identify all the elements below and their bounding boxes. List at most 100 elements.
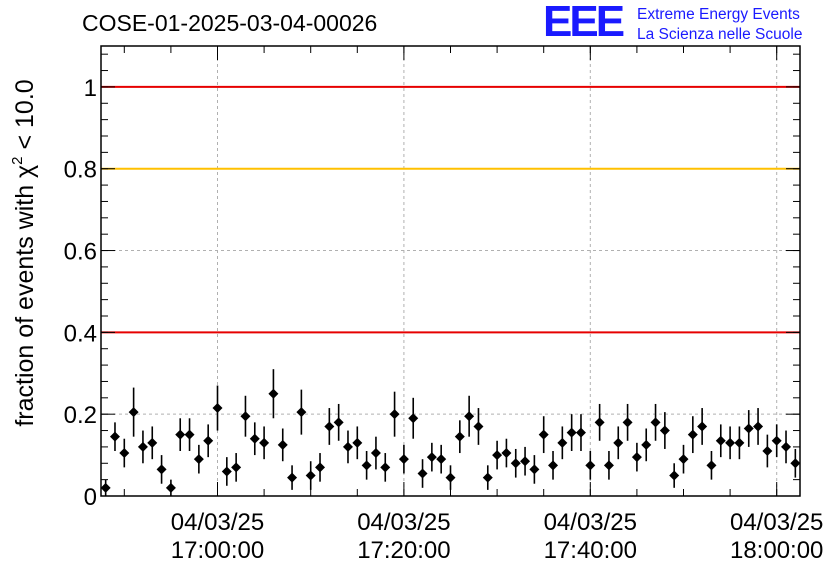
data-point [687,429,698,440]
data-point [715,435,726,446]
data-point [464,411,475,422]
data-point [501,448,512,459]
data-point [538,429,549,440]
x-tick-time-label: 17:00:00 [171,537,264,564]
data-point [315,462,326,473]
data-point [240,411,251,422]
x-tick-date-label: 04/03/25 [730,509,823,536]
data-point [361,460,372,471]
data-point [165,482,176,493]
data-point [454,431,465,442]
data-point [221,466,232,477]
data-point [249,433,260,444]
y-tick-label: 0.6 [64,239,97,266]
y-axis-label-tail: < 10.0 [11,79,39,156]
data-point [100,482,111,493]
data-point [175,429,186,440]
data-point [370,448,381,459]
data-point [408,413,419,424]
data-point [669,470,680,481]
data-point [119,448,130,459]
data-point [426,452,437,463]
x-tick-time-label: 17:20:00 [357,537,450,564]
data-point [324,421,335,432]
data-point [436,454,447,465]
plot-frame [100,45,801,497]
data-point [557,437,568,448]
y-tick-label: 0 [84,484,97,511]
axis-ticks [101,46,800,497]
data-point [492,450,503,461]
data-point [548,460,559,471]
data-point [575,427,586,438]
data-point [212,403,223,414]
data-point [482,472,493,483]
eee-logo-mark: EEE [543,0,625,46]
data-point [352,437,363,448]
data-point [650,417,661,428]
data-point [613,437,624,448]
data-point [734,437,745,448]
data-point [277,439,288,450]
data-point [305,470,316,481]
data-points [100,369,801,496]
data-point [296,407,307,418]
data-point [520,456,531,467]
data-point [156,464,167,475]
data-point [641,439,652,450]
y-axis-label: fraction of events with χ2 < 10.0 [9,79,39,426]
data-point [417,468,428,479]
data-point [585,460,596,471]
data-point [147,437,158,448]
y-tick-label: 0.4 [64,320,97,347]
data-point [380,462,391,473]
axis-labels: 00.20.40.60.8104/03/2517:00:0004/03/2517… [64,75,824,564]
data-point [603,460,614,471]
data-point [473,421,484,432]
data-point [128,407,139,418]
data-point [342,441,353,452]
data-point [762,446,773,456]
data-point [231,462,242,473]
data-point [445,472,456,483]
data-point [566,427,577,438]
reference-lines [101,85,800,334]
data-point [725,437,736,448]
data-point [389,409,400,420]
data-point [184,429,195,440]
x-tick-time-label: 17:40:00 [544,537,637,564]
grid-layer [101,46,800,496]
data-point [706,460,717,471]
y-tick-label: 0.2 [64,402,97,429]
data-point [753,421,764,432]
data-point [510,458,521,469]
data-point [771,435,782,446]
x-tick-date-label: 04/03/25 [544,509,637,536]
logo-line-2: La Scienza nelle Scuole [637,26,803,43]
data-point [594,417,605,428]
data-point [259,437,270,448]
data-point [268,388,279,399]
chart-title: COSE-01-2025-03-04-00026 [82,10,378,36]
x-tick-date-label: 04/03/25 [171,509,264,536]
data-point [137,441,148,452]
logo-line-1: Extreme Energy Events [637,6,800,23]
data-point [398,454,409,465]
data-point [659,425,670,436]
x-tick-date-label: 04/03/25 [357,509,450,536]
data-point [109,431,120,442]
y-axis-label-sup: 2 [9,156,26,164]
data-point [529,464,540,475]
data-point [287,472,298,483]
data-point [203,435,214,446]
eee-logo: EEE Extreme Energy Events La Scienza nel… [543,0,833,46]
data-point [678,454,689,465]
data-point [631,452,642,463]
data-point [697,421,708,432]
data-point [781,441,792,452]
data-point [743,423,754,434]
y-tick-label: 0.8 [64,157,97,184]
data-point [333,417,344,428]
data-point [193,454,204,465]
